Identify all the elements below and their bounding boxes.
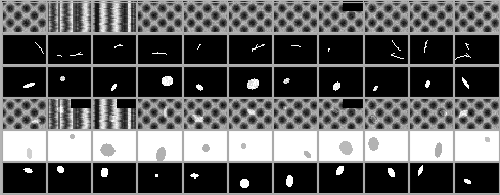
Bar — [92, 98, 136, 129]
Bar — [364, 34, 408, 65]
Bar — [228, 130, 272, 161]
Bar — [318, 130, 362, 161]
Bar — [47, 130, 91, 161]
Bar — [454, 162, 498, 193]
Bar — [138, 130, 182, 161]
Bar — [318, 98, 362, 129]
Bar — [273, 162, 318, 193]
Bar — [47, 34, 91, 65]
Bar — [364, 162, 408, 193]
Bar — [409, 162, 453, 193]
Bar — [182, 2, 227, 33]
Bar — [273, 34, 318, 65]
Bar — [454, 2, 498, 33]
Bar — [409, 34, 453, 65]
Bar — [273, 98, 318, 129]
Bar — [318, 66, 362, 97]
Bar — [318, 34, 362, 65]
Bar — [47, 98, 91, 129]
Bar — [364, 130, 408, 161]
Bar — [92, 2, 136, 33]
Bar — [454, 34, 498, 65]
Bar — [182, 34, 227, 65]
Bar — [228, 98, 272, 129]
Bar — [2, 98, 46, 129]
Bar — [138, 2, 182, 33]
Bar — [182, 66, 227, 97]
Bar — [182, 98, 227, 129]
Bar — [409, 98, 453, 129]
Bar — [273, 66, 318, 97]
Bar — [47, 2, 91, 33]
Bar — [182, 162, 227, 193]
Bar — [2, 66, 46, 97]
Bar — [364, 98, 408, 129]
Bar — [92, 162, 136, 193]
Bar — [409, 130, 453, 161]
Bar — [454, 66, 498, 97]
Bar — [2, 162, 46, 193]
Bar — [318, 162, 362, 193]
Bar — [47, 162, 91, 193]
Bar — [92, 34, 136, 65]
Bar — [273, 130, 318, 161]
Bar — [138, 34, 182, 65]
Bar — [47, 66, 91, 97]
Bar — [2, 130, 46, 161]
Bar — [2, 34, 46, 65]
Bar — [409, 66, 453, 97]
Bar — [364, 66, 408, 97]
Bar — [138, 66, 182, 97]
Bar — [228, 2, 272, 33]
Bar — [138, 162, 182, 193]
Bar — [454, 98, 498, 129]
Bar — [228, 66, 272, 97]
Bar — [92, 66, 136, 97]
Bar — [228, 34, 272, 65]
Bar — [138, 98, 182, 129]
Bar — [182, 130, 227, 161]
Bar — [273, 2, 318, 33]
Bar — [92, 130, 136, 161]
Bar — [454, 130, 498, 161]
Bar — [318, 2, 362, 33]
Bar — [364, 2, 408, 33]
Bar — [2, 2, 46, 33]
Bar — [228, 162, 272, 193]
Bar — [409, 2, 453, 33]
